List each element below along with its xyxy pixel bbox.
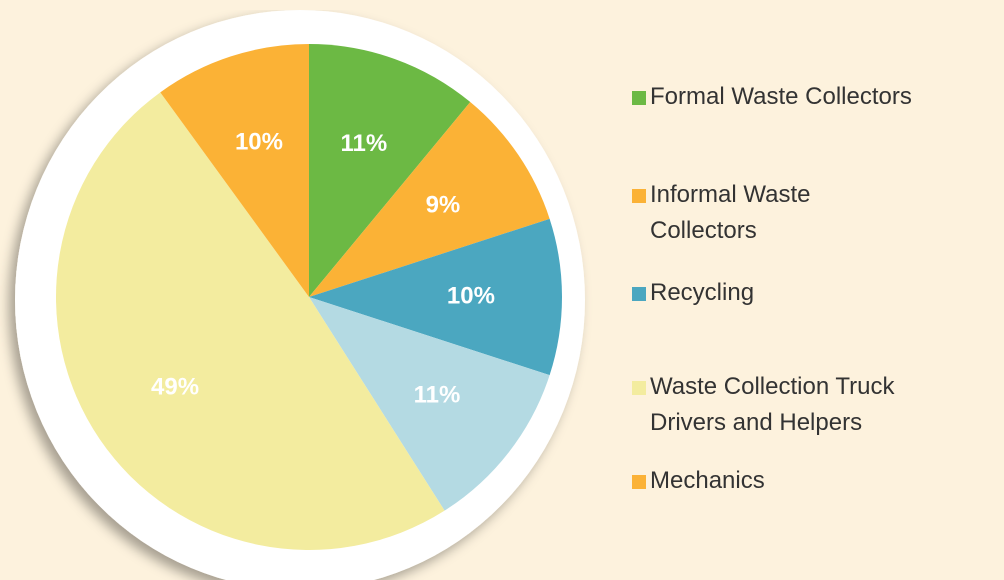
legend-swatch — [632, 475, 646, 489]
pie-slice — [309, 44, 471, 297]
legend-swatch — [632, 189, 646, 203]
legend-item: Recycling — [632, 275, 1004, 311]
legend-label: Informal Waste Collectors — [650, 181, 811, 244]
legend-item: Waste Collection Truck Drivers and Helpe… — [632, 369, 940, 441]
data-label: 9% — [426, 191, 461, 218]
pie-slice — [309, 218, 562, 376]
pie-slice — [56, 92, 445, 550]
legend-item: Formal Waste Collectors — [632, 79, 1004, 115]
top-band — [0, 0, 1004, 10]
data-label: 10% — [235, 128, 283, 155]
pie-slice — [309, 297, 550, 511]
legend-item: Informal Waste Collectors — [632, 177, 880, 249]
legend-swatch — [632, 91, 646, 105]
data-label: 11% — [414, 382, 461, 409]
pie-slice — [309, 102, 550, 297]
legend-swatch — [632, 287, 646, 301]
data-label: 10% — [447, 282, 495, 309]
legend-label: Formal Waste Collectors — [650, 83, 912, 110]
data-label: 11% — [340, 130, 387, 157]
legend-label: Waste Collection Truck Drivers and Helpe… — [650, 373, 895, 436]
legend-label: Recycling — [650, 279, 755, 306]
data-label: 49% — [151, 373, 199, 400]
legend-label: Mechanics — [650, 467, 765, 494]
legend-swatch — [632, 381, 646, 395]
pie-slice — [160, 44, 309, 297]
legend-item: Mechanics — [632, 463, 1004, 499]
